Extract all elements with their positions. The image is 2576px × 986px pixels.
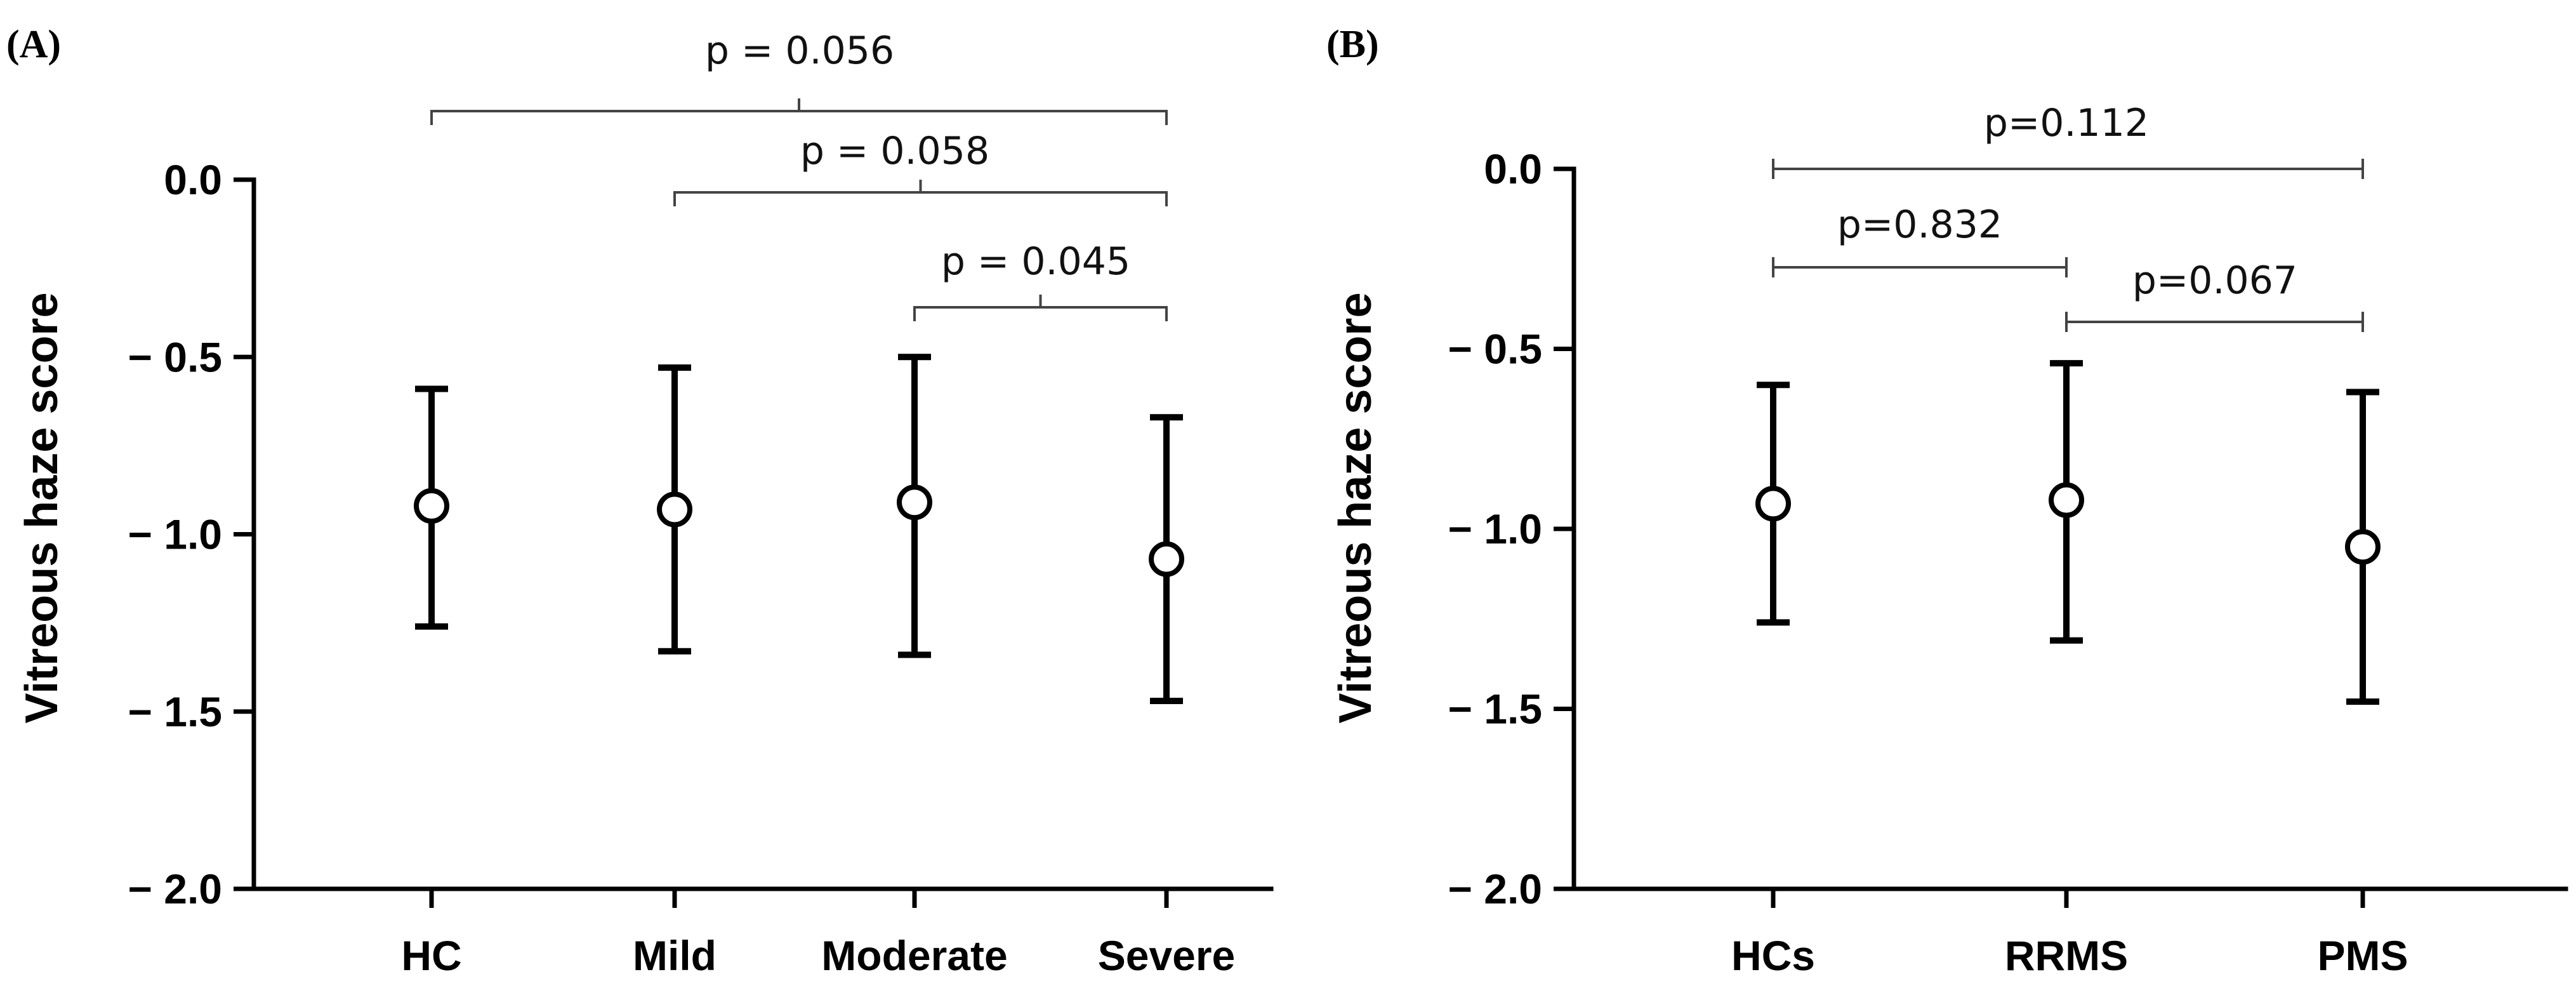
- p-value-label: p=0.832: [1837, 203, 2002, 247]
- y-tick-label: − 1.0: [1448, 505, 1542, 552]
- x-category-label: PMS: [2317, 932, 2408, 979]
- mean-marker: [2345, 529, 2381, 565]
- p-value-label: p = 0.058: [800, 129, 989, 173]
- y-tick-label: 0.0: [164, 156, 222, 203]
- y-tick-label: − 1.5: [128, 688, 222, 735]
- y-tick-label: − 0.5: [128, 333, 222, 380]
- p-value-label: p = 0.045: [941, 239, 1130, 284]
- significance-bracket: [913, 295, 1168, 321]
- y-tick-label: − 2.0: [128, 865, 222, 912]
- mean-marker: [2049, 482, 2084, 518]
- panel-a: (A) Vitreous haze score 0.0 − 0.5 − 1.0 − 1…: [6, 23, 1274, 979]
- panel-b-label: (B): [1326, 23, 1379, 66]
- y-tick-label: − 1.0: [128, 511, 222, 558]
- p-value-label: p = 0.056: [705, 29, 894, 73]
- y-tick-label: − 2.0: [1448, 865, 1542, 912]
- mean-marker: [1755, 486, 1791, 522]
- mean-marker: [1149, 541, 1184, 577]
- panel-b-ylabel: Vitreous haze score: [1330, 293, 1381, 724]
- y-tick-label: − 0.5: [1448, 326, 1542, 373]
- x-category-label: HCs: [1731, 932, 1815, 979]
- p-value-label: p=0.067: [2132, 258, 2297, 303]
- panel-b: (B) Vitreous haze score 0.0 − 0.5 − 1.0 − 1…: [1326, 23, 2568, 979]
- significance-bracket: [430, 98, 1168, 125]
- x-category-label: RRMS: [2005, 932, 2128, 979]
- mean-marker: [897, 484, 932, 521]
- panel-a-ylabel: Vitreous haze score: [17, 293, 67, 724]
- x-category-label: Severe: [1098, 932, 1236, 979]
- mean-marker: [414, 488, 449, 524]
- p-value-label: p=0.112: [1984, 101, 2149, 145]
- panel-a-label: (A): [6, 23, 61, 66]
- x-category-label: HC: [401, 932, 461, 979]
- y-tick-label: − 1.5: [1448, 686, 1542, 733]
- x-category-label: Mild: [633, 932, 717, 979]
- significance-bracket: [673, 180, 1168, 206]
- mean-marker: [657, 491, 692, 528]
- x-category-label: Moderate: [821, 932, 1007, 979]
- y-tick-label: 0.0: [1484, 145, 1542, 192]
